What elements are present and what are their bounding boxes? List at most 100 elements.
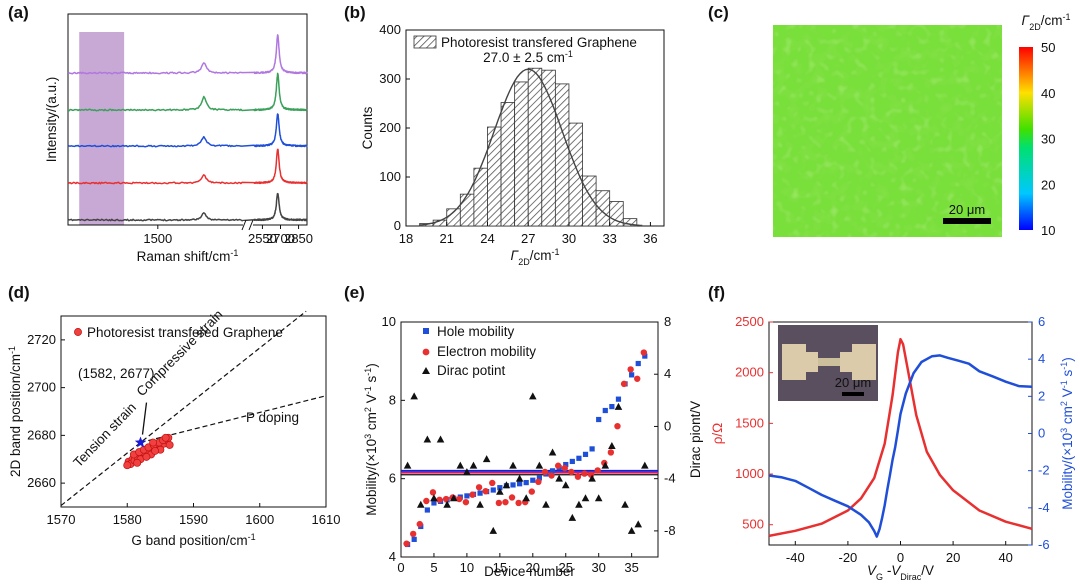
electron-mobility-point [462,498,470,506]
y-tick-label-b: 400 [379,22,401,37]
dirac-point-marker [423,435,432,443]
x-tick-label-a-2550: 2550 [248,231,277,246]
legend-marker-d [74,328,82,336]
reference-star-marker [134,436,147,448]
dirac-point-marker [641,461,649,469]
dirac-point-marker [608,442,616,450]
electron-mobility-point [442,495,450,503]
hole-mobility-point [576,455,582,461]
y2-axis-label-e: Dirac piont/V [688,401,703,478]
electron-mobility-point [554,462,562,469]
scalebar-c [943,218,991,224]
hole-mobility-point [477,490,483,496]
y2-tick-label-f: 2 [1038,388,1045,403]
data-point-d [165,440,174,449]
histogram-bar [459,193,475,227]
colorbar-tick-label-c: 30 [1041,132,1055,147]
y-tick-label-d: 2660 [27,475,56,490]
hole-mobility-point [517,481,523,487]
dirac-point-marker [575,500,583,508]
panel-label-b: (b) [344,3,366,22]
gaussian-fit-curve [419,68,643,227]
axis-break-mark-1 [241,219,247,231]
electron-mobility-point [469,491,476,498]
dirac-point-marker [403,461,412,469]
p-doping-label: P doping [246,410,299,425]
electron-mobility-point [574,473,582,480]
legend-text-b: Photoresist transfered Graphene [441,35,637,50]
y2-tick-label-f: 0 [1038,426,1045,441]
electron-mobility-point [429,489,437,496]
x-tick-label-e: 0 [397,560,404,575]
hole-mobility-point [615,396,622,402]
dirac-point-marker [456,461,465,469]
electron-mobility-point [581,470,588,477]
dirac-point-marker [555,474,563,482]
y2-tick-label-e: 0 [664,418,671,433]
y-tick-label-f: 2500 [735,314,764,329]
hole-mobility-point [602,407,608,414]
y2-tick-label-e: 8 [664,314,671,329]
hole-mobility-point [490,487,496,493]
x-tick-label-d: 1590 [179,512,208,527]
y-tick-label-e: 4 [389,549,396,564]
dirac-point-marker [416,500,425,508]
inset-scalebar-label: 20 μm [835,375,871,390]
y-tick-label-f: 2000 [735,365,764,380]
x-tick-label-e: 30 [591,560,605,575]
colorbar-tick-label-c: 40 [1041,86,1055,101]
electron-mobility-point [528,488,535,495]
dirac-point-marker [581,494,590,502]
electron-mobility-point [436,496,443,504]
x-tick-label-d: 1600 [245,512,274,527]
electron-mobility-point [594,467,601,474]
y-tick-label-b: 300 [379,71,401,86]
panel-label-d: (d) [8,283,30,302]
y2-tick-label-e: -4 [664,471,676,486]
dirac-point-marker [588,474,596,482]
spectrum-1-line [67,192,308,222]
reference-point-label: (1582, 2677) [78,366,155,381]
spectrum-3-line [67,113,308,148]
reference-pointer [141,402,148,435]
x-tick-label-f: 40 [998,550,1012,565]
hole-mobility-point [582,451,589,457]
electron-mobility-point [508,494,516,501]
y-tick-label-b: 100 [379,169,401,184]
x-tick-label-a-1500: 1500 [143,231,172,246]
legend-text-d: Photoresist transfered Graphene [87,325,283,340]
electron-mobility-point [502,498,509,506]
hole-mobility-point [589,446,595,452]
hole-mobility-point [635,360,641,367]
y-tick-label-f: 1500 [735,415,764,430]
hole-mobility-point [536,475,542,481]
dirac-point-marker [489,526,498,534]
data-point-d [142,452,151,461]
dirac-point-marker [548,448,557,456]
inset-left-pad [782,344,818,380]
hole-mobility-point [563,461,569,468]
electron-mobility-point [423,497,430,505]
dirac-point-marker [522,494,531,502]
y-tick-label-d: 2700 [27,380,56,395]
hole-mobility-point [424,507,430,513]
y2-tick-label-f: -4 [1038,500,1050,515]
hole-mobility-point [642,353,648,359]
panel-label-e: (e) [344,283,365,302]
electron-mobility-point [568,468,575,476]
axis-break-mark-2 [248,219,254,231]
hole-mobility-point [464,493,470,499]
x-tick-label-f: -20 [839,550,858,565]
electron-mobility-point [561,464,568,472]
inset-right-pad [840,344,876,380]
histogram-bar [554,83,570,227]
panel-label-a: (a) [8,3,29,22]
y-tick-label-e: 6 [389,471,396,486]
dirac-point-marker [496,487,504,495]
dirac-point-marker [502,481,511,489]
mobility-curve [768,354,1033,538]
histogram-bar [527,67,543,227]
electron-mobility-point [475,484,483,491]
electron-mobility-point [614,422,621,430]
raman-map-texture-2 [773,25,1002,237]
